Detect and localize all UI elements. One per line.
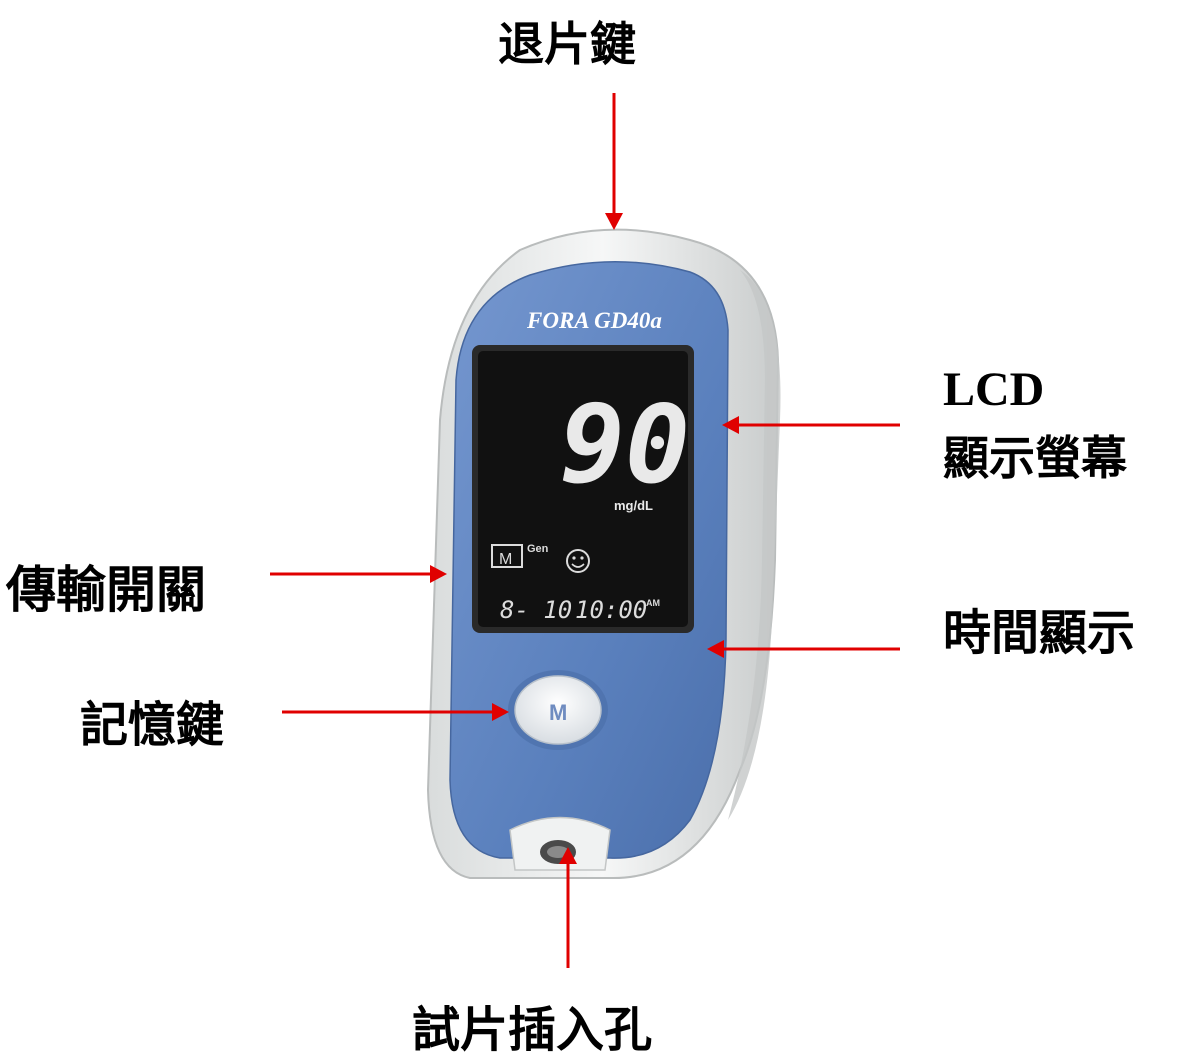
arrow-slot xyxy=(559,847,577,968)
label-transmission-switch: 傳輸開關 xyxy=(6,560,206,619)
brand-logo: FORA GD40a xyxy=(526,308,662,333)
ampm-indicator: AM xyxy=(646,598,660,608)
gen-label: Gen xyxy=(527,543,549,555)
label-eject-button: 退片鍵 xyxy=(498,17,636,71)
label-time-display: 時間顯示 xyxy=(943,605,1136,661)
smiley-icon xyxy=(566,549,590,573)
memory-button[interactable]: M xyxy=(508,670,608,750)
unit-label: mg/dL xyxy=(614,498,653,513)
arrow-time xyxy=(707,640,900,658)
date-readout: 8- 10 xyxy=(500,596,572,624)
svg-text:M: M xyxy=(499,551,512,568)
time-readout: 10:00 xyxy=(575,596,647,624)
svg-text:M: M xyxy=(549,700,567,725)
arrow-memory xyxy=(282,703,509,721)
memory-status-icon: M xyxy=(491,544,523,568)
arrow-eject xyxy=(605,93,623,230)
glucose-reading: 90 xyxy=(560,383,690,508)
label-lcd-english: LCD xyxy=(943,363,1045,416)
label-strip-slot: 試片插入孔 xyxy=(412,1002,653,1058)
callout-arrows xyxy=(270,93,900,968)
lcd-screen xyxy=(472,345,694,633)
arrow-transmission xyxy=(270,565,447,583)
arrow-lcd xyxy=(722,416,900,434)
label-memory-button: 記憶鍵 xyxy=(80,697,225,753)
label-lcd-chinese: 顯示螢幕 xyxy=(943,431,1127,485)
